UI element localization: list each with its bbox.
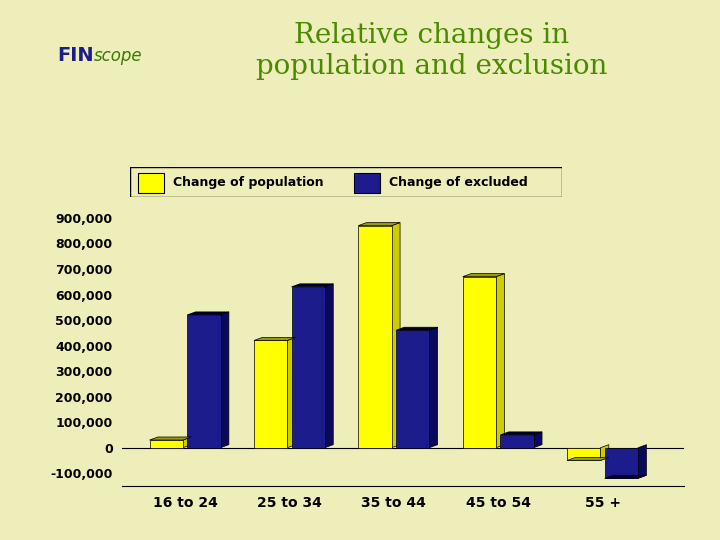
Text: scope: scope	[94, 47, 143, 65]
Polygon shape	[638, 444, 647, 478]
Polygon shape	[396, 327, 438, 330]
Polygon shape	[183, 437, 192, 448]
Bar	[254, 341, 287, 448]
Bar	[187, 315, 220, 448]
Bar	[354, 173, 380, 193]
Text: Relative changes in
population and exclusion: Relative changes in population and exclu…	[256, 22, 608, 80]
Bar	[500, 435, 534, 448]
Polygon shape	[605, 475, 647, 478]
Polygon shape	[392, 222, 400, 448]
Bar	[567, 448, 600, 461]
Polygon shape	[600, 444, 609, 461]
Bar	[138, 173, 164, 193]
Polygon shape	[496, 274, 505, 448]
Bar	[463, 276, 496, 448]
Polygon shape	[254, 338, 296, 341]
Polygon shape	[220, 312, 229, 448]
Polygon shape	[567, 457, 609, 461]
Text: FIN: FIN	[58, 46, 94, 65]
Polygon shape	[150, 437, 192, 440]
Polygon shape	[500, 432, 542, 435]
Text: Change of excluded: Change of excluded	[389, 176, 528, 189]
Bar	[605, 448, 638, 478]
Polygon shape	[187, 312, 229, 315]
Bar	[359, 226, 392, 448]
Polygon shape	[287, 338, 296, 448]
Polygon shape	[463, 274, 505, 276]
Bar	[292, 287, 325, 448]
Polygon shape	[292, 284, 333, 287]
Polygon shape	[429, 327, 438, 448]
Bar	[150, 440, 183, 448]
Bar	[396, 330, 429, 448]
Polygon shape	[325, 284, 333, 448]
Polygon shape	[534, 432, 542, 448]
Text: Change of population: Change of population	[173, 176, 323, 189]
Polygon shape	[359, 222, 400, 226]
